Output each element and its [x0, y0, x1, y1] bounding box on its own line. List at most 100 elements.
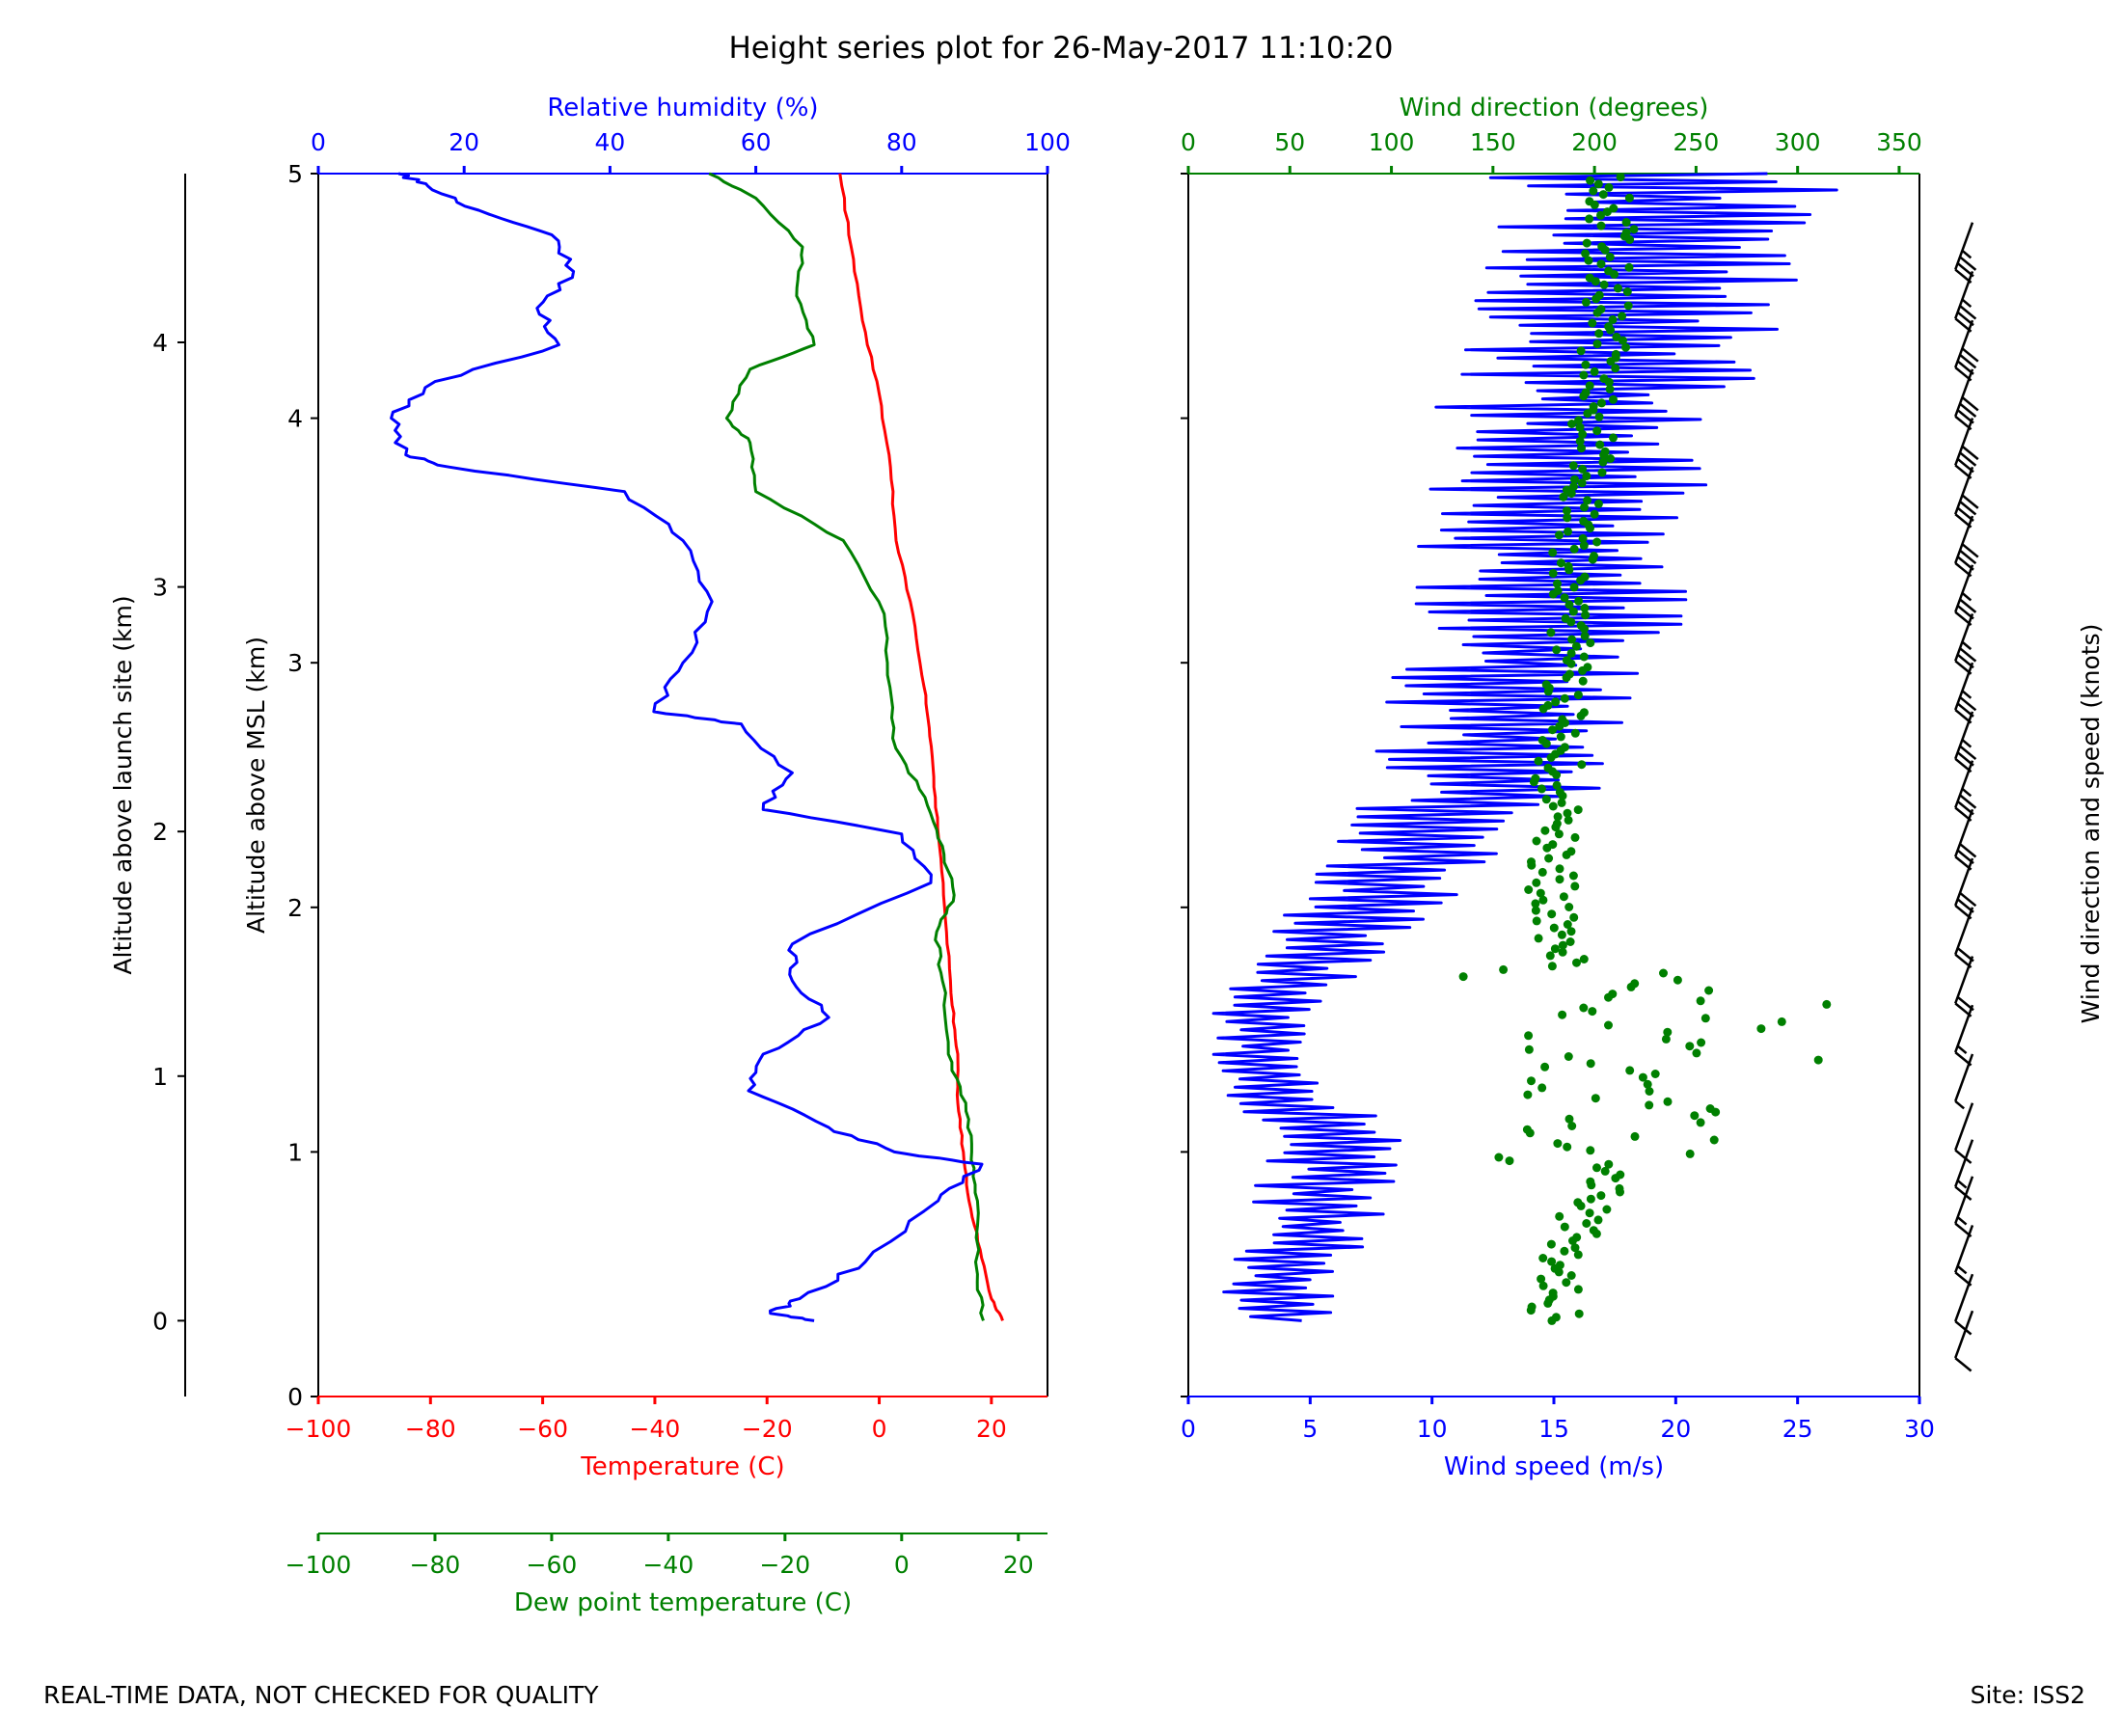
wind-direction-point [1597, 398, 1606, 408]
wind-direction-point [1594, 412, 1604, 421]
direction-tick-label: 150 [1470, 128, 1516, 156]
wind-barb [1954, 808, 1977, 871]
wind-direction-point [1592, 1163, 1601, 1173]
barb-staff [1954, 418, 1974, 466]
wind-direction-point [1531, 899, 1540, 909]
wind-direction-point [1532, 836, 1541, 846]
barb-full-feather [1954, 513, 1972, 529]
barb-full-feather [1959, 745, 1977, 761]
barb-full-feather [1956, 506, 1974, 522]
wind-direction-point [1588, 318, 1597, 328]
wind-direction-point [1585, 381, 1594, 391]
humidity-tick-label: 40 [594, 128, 625, 156]
wind-direction-point [1575, 437, 1585, 446]
dewpoint-tick-label: −80 [410, 1551, 461, 1579]
speed-tick-label: 0 [1181, 1415, 1196, 1443]
wind-direction-point [1524, 1044, 1534, 1054]
barb-full-feather [1956, 457, 1974, 474]
wind-direction-point [1609, 203, 1619, 213]
barb-full-feather [1954, 806, 1972, 822]
barb-staff [1954, 907, 1974, 956]
barb-full-feather [1959, 501, 1977, 516]
wind-direction-point [1624, 193, 1634, 203]
wind-direction-point [1590, 366, 1599, 376]
wind-barb [1954, 1004, 1974, 1067]
wind-direction-point [1574, 596, 1584, 606]
barb-staff [1954, 1102, 1974, 1151]
wind-direction-point [1697, 1038, 1706, 1047]
barb-full-feather [1959, 794, 1977, 809]
wind-direction-point [1552, 819, 1562, 828]
wind-barb [1954, 711, 1977, 773]
wind-direction-point [1579, 370, 1589, 380]
wind-direction-point [1592, 537, 1602, 547]
wind-direction-point [1574, 416, 1583, 425]
barb-full-feather [1954, 610, 1972, 627]
wind-direction-point [1564, 815, 1573, 825]
direction-tick-label: 200 [1571, 128, 1618, 156]
wind-direction-point [1813, 1055, 1823, 1065]
wind-direction-point [1574, 1309, 1584, 1318]
barb-staff [1954, 857, 1974, 907]
barb-full-feather [1961, 347, 1979, 363]
wind-barb [1954, 907, 1974, 969]
wind-direction-point [1568, 871, 1578, 881]
wind-direction-point [1623, 301, 1633, 311]
speed-axis-label: Wind speed (m/s) [1444, 1452, 1664, 1481]
humidity-axis-label: Relative humidity (%) [547, 94, 818, 122]
wind-direction-point [1589, 186, 1598, 196]
barb-full-feather [1956, 947, 1974, 963]
barb-staff [1954, 808, 1974, 857]
wind-direction-point [1581, 388, 1591, 397]
wind-direction-point [1696, 996, 1705, 1006]
wind-direction-point [1557, 798, 1566, 807]
wind-direction-point [1638, 1072, 1647, 1082]
wind-direction-point [1578, 429, 1588, 439]
wind-direction-point [1566, 1271, 1576, 1280]
wind-direction-point [1551, 1313, 1561, 1322]
barb-full-feather [1959, 598, 1977, 613]
wind-direction-point [1621, 342, 1630, 352]
barb-staff [1954, 1225, 1974, 1273]
wind-direction-point [1524, 885, 1534, 894]
barb-full-feather [1956, 409, 1974, 424]
wind-direction-point [1569, 544, 1579, 554]
barb-full-feather [1956, 751, 1974, 767]
barb-full-feather [1956, 702, 1974, 718]
agl-tick-label: 3 [152, 574, 168, 602]
barb-full-feather [1959, 402, 1977, 418]
barb-staff [1954, 1273, 1974, 1322]
wind-direction-point [1583, 663, 1592, 672]
wind-direction-point [1585, 197, 1594, 206]
dewpoint-tick-label: −40 [642, 1551, 694, 1579]
wind-direction-point [1756, 1024, 1766, 1034]
wind-direction-point [1546, 628, 1556, 637]
wind-direction-point [1560, 1222, 1569, 1232]
wind-direction-point [1573, 691, 1583, 700]
humidity-tick-label: 100 [1024, 128, 1071, 156]
wind-direction-point [1599, 280, 1609, 289]
wind-direction-point [1569, 583, 1579, 592]
wind-direction-point [1593, 179, 1603, 189]
wind-barb [1954, 760, 1977, 822]
wind-direction-point [1546, 1239, 1556, 1249]
barb-full-feather [1956, 605, 1974, 620]
msl-tick-label: 4 [287, 405, 303, 433]
wind-direction-point [1558, 715, 1567, 724]
barb-full-feather [1954, 268, 1972, 284]
wind-direction-point [1611, 364, 1620, 373]
barb-full-feather [1954, 1002, 1972, 1017]
wind-direction-point [1549, 923, 1559, 933]
barb-full-feather [1954, 317, 1972, 333]
barb-staff [1954, 760, 1974, 808]
barb-staff [1954, 662, 1974, 711]
wind-barb [1954, 466, 1979, 529]
wind-direction-point [1555, 864, 1564, 874]
wind-direction-point [1616, 1170, 1625, 1180]
speed-tick-label: 30 [1904, 1415, 1935, 1443]
wind-direction-point [1597, 242, 1607, 252]
wind-direction-point [1563, 808, 1572, 818]
wind-direction-point [1577, 760, 1587, 770]
agl-tick-label: 2 [152, 818, 168, 846]
